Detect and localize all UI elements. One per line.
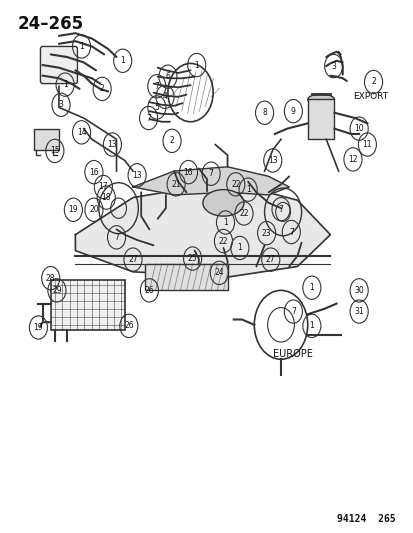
Text: 8: 8 bbox=[261, 108, 266, 117]
Text: 29: 29 bbox=[52, 286, 62, 295]
Text: 14: 14 bbox=[76, 128, 86, 137]
Text: 7: 7 bbox=[146, 114, 151, 123]
Text: EUROPE: EUROPE bbox=[273, 349, 313, 359]
Text: 7: 7 bbox=[114, 233, 119, 242]
Text: 7: 7 bbox=[278, 205, 283, 214]
Text: 12: 12 bbox=[347, 155, 357, 164]
Text: 20: 20 bbox=[89, 205, 98, 214]
Text: 28: 28 bbox=[46, 273, 55, 282]
Text: 3: 3 bbox=[58, 100, 63, 109]
Text: 9: 9 bbox=[290, 107, 295, 116]
Polygon shape bbox=[133, 167, 289, 195]
Text: 1: 1 bbox=[245, 185, 250, 194]
Text: 3: 3 bbox=[330, 62, 335, 70]
Text: 11: 11 bbox=[362, 140, 371, 149]
Text: 15: 15 bbox=[50, 147, 59, 156]
Text: 27: 27 bbox=[128, 255, 138, 264]
Text: 16: 16 bbox=[183, 167, 193, 176]
Text: 18: 18 bbox=[101, 193, 111, 202]
Text: 21: 21 bbox=[171, 180, 180, 189]
Text: 1: 1 bbox=[63, 80, 67, 89]
Text: 94124  265: 94124 265 bbox=[337, 514, 395, 523]
Text: 24–265: 24–265 bbox=[18, 14, 84, 33]
Text: 16: 16 bbox=[89, 167, 98, 176]
Text: 1: 1 bbox=[223, 218, 227, 227]
Text: 2: 2 bbox=[370, 77, 375, 86]
Bar bbox=[307, 100, 334, 139]
Text: 25: 25 bbox=[188, 254, 197, 263]
Text: 7: 7 bbox=[208, 169, 213, 178]
Text: 19: 19 bbox=[33, 323, 43, 332]
Text: 7: 7 bbox=[288, 228, 293, 237]
Bar bbox=[51, 280, 124, 330]
Text: 26: 26 bbox=[144, 286, 154, 295]
Text: 22: 22 bbox=[218, 237, 228, 246]
Text: 22: 22 bbox=[230, 180, 240, 189]
Text: 1: 1 bbox=[309, 321, 313, 330]
Text: 27: 27 bbox=[265, 255, 275, 264]
Text: 17: 17 bbox=[98, 182, 108, 191]
Text: 22: 22 bbox=[239, 209, 248, 218]
Bar bbox=[34, 128, 59, 150]
Bar bbox=[145, 264, 227, 290]
Text: 1: 1 bbox=[237, 244, 242, 253]
Text: 7: 7 bbox=[154, 82, 159, 91]
Text: 1: 1 bbox=[79, 42, 84, 51]
Text: 4: 4 bbox=[162, 92, 167, 101]
Text: 23: 23 bbox=[261, 229, 271, 238]
Text: 13: 13 bbox=[132, 171, 142, 180]
Text: 30: 30 bbox=[354, 286, 363, 295]
Text: 1: 1 bbox=[194, 61, 199, 69]
Text: 1: 1 bbox=[120, 56, 125, 65]
Text: 5: 5 bbox=[154, 103, 159, 112]
FancyBboxPatch shape bbox=[40, 46, 77, 84]
Text: 7: 7 bbox=[290, 307, 295, 316]
Text: EXPORT: EXPORT bbox=[352, 92, 387, 101]
Text: 26: 26 bbox=[124, 321, 133, 330]
Text: 24: 24 bbox=[214, 268, 223, 277]
Ellipse shape bbox=[202, 190, 243, 216]
Text: 2: 2 bbox=[100, 84, 104, 93]
Ellipse shape bbox=[307, 94, 334, 105]
Text: 31: 31 bbox=[354, 307, 363, 316]
Text: 1: 1 bbox=[309, 283, 313, 292]
Text: 6: 6 bbox=[165, 72, 170, 81]
Text: 19: 19 bbox=[69, 205, 78, 214]
Text: 13: 13 bbox=[107, 140, 117, 149]
Polygon shape bbox=[75, 182, 330, 277]
Text: 2: 2 bbox=[169, 136, 174, 146]
Text: 13: 13 bbox=[267, 156, 277, 165]
Text: 10: 10 bbox=[354, 124, 363, 133]
